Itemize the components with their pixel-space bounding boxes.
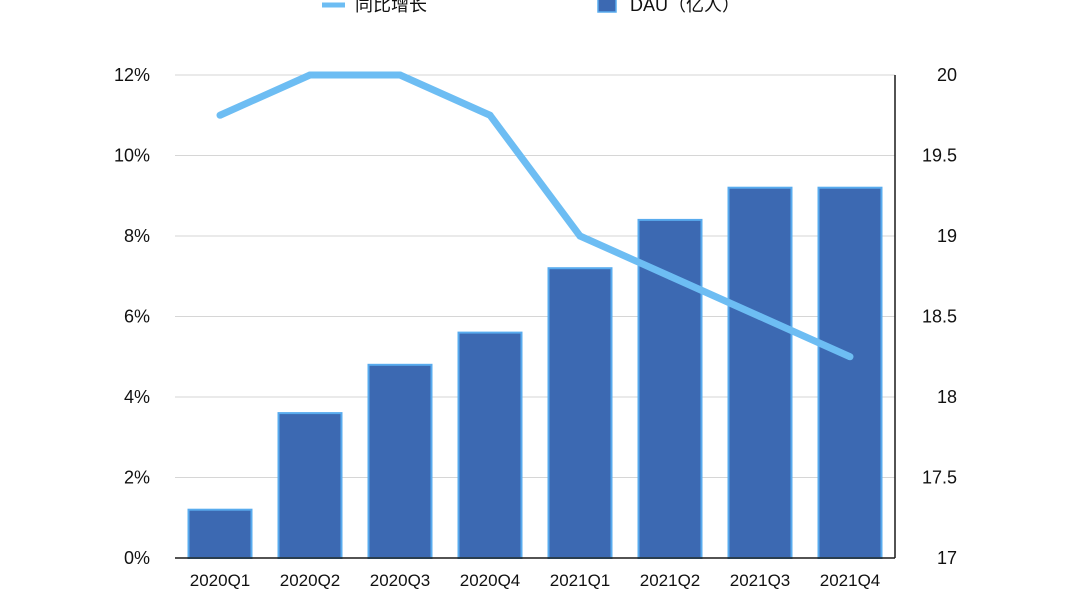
legend-bar-swatch xyxy=(597,0,617,13)
x-tick-label: 2020Q4 xyxy=(460,571,521,590)
line-point-2020Q3 xyxy=(396,71,404,79)
y-right-tick-label: 19 xyxy=(937,226,957,246)
line-point-2021Q2 xyxy=(666,272,674,280)
bar-2020Q3 xyxy=(367,363,433,559)
y-left-tick-label: 12% xyxy=(114,65,150,85)
legend-item-yoy-growth[interactable]: 同比增长 xyxy=(322,0,427,15)
legend-label-yoy-growth: 同比增长 xyxy=(355,0,427,15)
y-right-tick-label: 19.5 xyxy=(922,146,957,166)
bar-2020Q2 xyxy=(277,412,343,559)
legend: 同比增长 DAU（亿人） xyxy=(322,0,740,15)
line-series-yoy-growth xyxy=(216,71,854,361)
bar-2021Q3 xyxy=(727,186,793,559)
x-tick-label: 2021Q1 xyxy=(550,571,611,590)
left-y-axis-ticks: 0% 2% 4% 6% 8% 10% 12% xyxy=(114,65,150,568)
x-tick-label: 2021Q2 xyxy=(640,571,701,590)
y-left-tick-label: 10% xyxy=(114,146,150,166)
line-point-2020Q4 xyxy=(486,111,494,119)
y-left-tick-label: 4% xyxy=(124,387,150,407)
y-right-tick-label: 18.5 xyxy=(922,307,957,327)
y-left-tick-label: 6% xyxy=(124,307,150,327)
y-left-tick-label: 8% xyxy=(124,226,150,246)
x-tick-label: 2021Q4 xyxy=(820,571,881,590)
x-tick-label: 2020Q3 xyxy=(370,571,431,590)
line-point-2021Q3 xyxy=(756,313,764,320)
y-right-tick-label: 17 xyxy=(937,548,957,568)
bar-2021Q2 xyxy=(637,218,703,559)
right-y-axis-ticks: 17 17.5 18 18.5 19 19.5 20 xyxy=(922,65,957,568)
x-axis-ticks: 2020Q1 2020Q2 2020Q3 2020Q4 2021Q1 2021Q2 2021… xyxy=(190,571,881,590)
legend-item-dau[interactable]: DAU（亿人） xyxy=(597,0,740,15)
bar-2020Q4 xyxy=(457,331,523,559)
y-right-tick-label: 17.5 xyxy=(922,468,957,488)
bar-2021Q1 xyxy=(547,267,613,559)
line-yoy-growth xyxy=(218,71,852,360)
y-right-tick-label: 18 xyxy=(937,387,957,407)
y-left-tick-label: 0% xyxy=(124,548,150,568)
line-point-2021Q4 xyxy=(846,353,854,361)
line-point-2020Q2 xyxy=(306,71,314,79)
line-point-2021Q1 xyxy=(576,232,584,240)
line-point-2020Q1 xyxy=(216,111,224,119)
legend-label-dau: DAU（亿人） xyxy=(630,0,740,15)
y-left-tick-label: 2% xyxy=(124,468,150,488)
bar-2020Q1 xyxy=(187,508,253,560)
bar-2021Q4 xyxy=(817,186,883,559)
bar-series-dau xyxy=(187,186,883,560)
x-tick-label: 2021Q3 xyxy=(730,571,791,590)
y-right-tick-label: 20 xyxy=(937,65,957,85)
x-tick-label: 2020Q2 xyxy=(280,571,341,590)
x-tick-label: 2020Q1 xyxy=(190,571,251,590)
